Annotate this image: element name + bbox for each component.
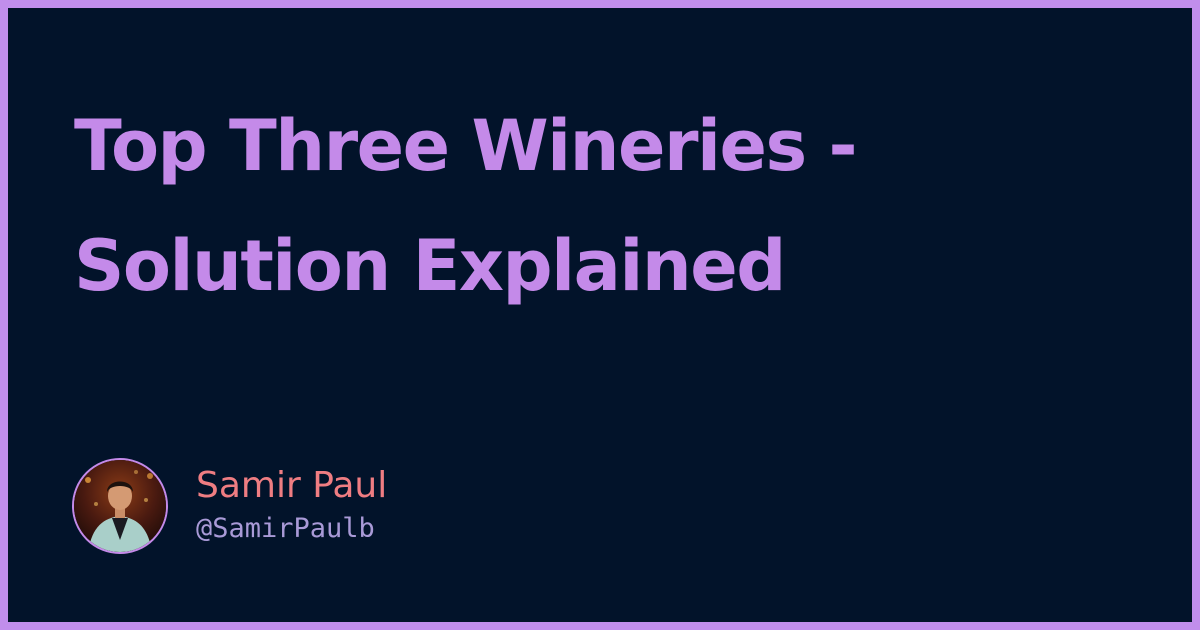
page-title: Top Three Wineries - Solution Explained xyxy=(74,105,858,307)
author-info: Samir Paul @SamirPaulb xyxy=(196,464,387,548)
author-name: Samir Paul xyxy=(196,465,388,506)
profile-photo-icon xyxy=(74,460,166,552)
og-card: Top Three Wineries - Solution Explained xyxy=(8,8,1192,622)
avatar xyxy=(72,458,168,554)
author-handle: @SamirPaulb xyxy=(196,513,375,544)
author-block: Samir Paul @SamirPaulb xyxy=(72,458,387,554)
